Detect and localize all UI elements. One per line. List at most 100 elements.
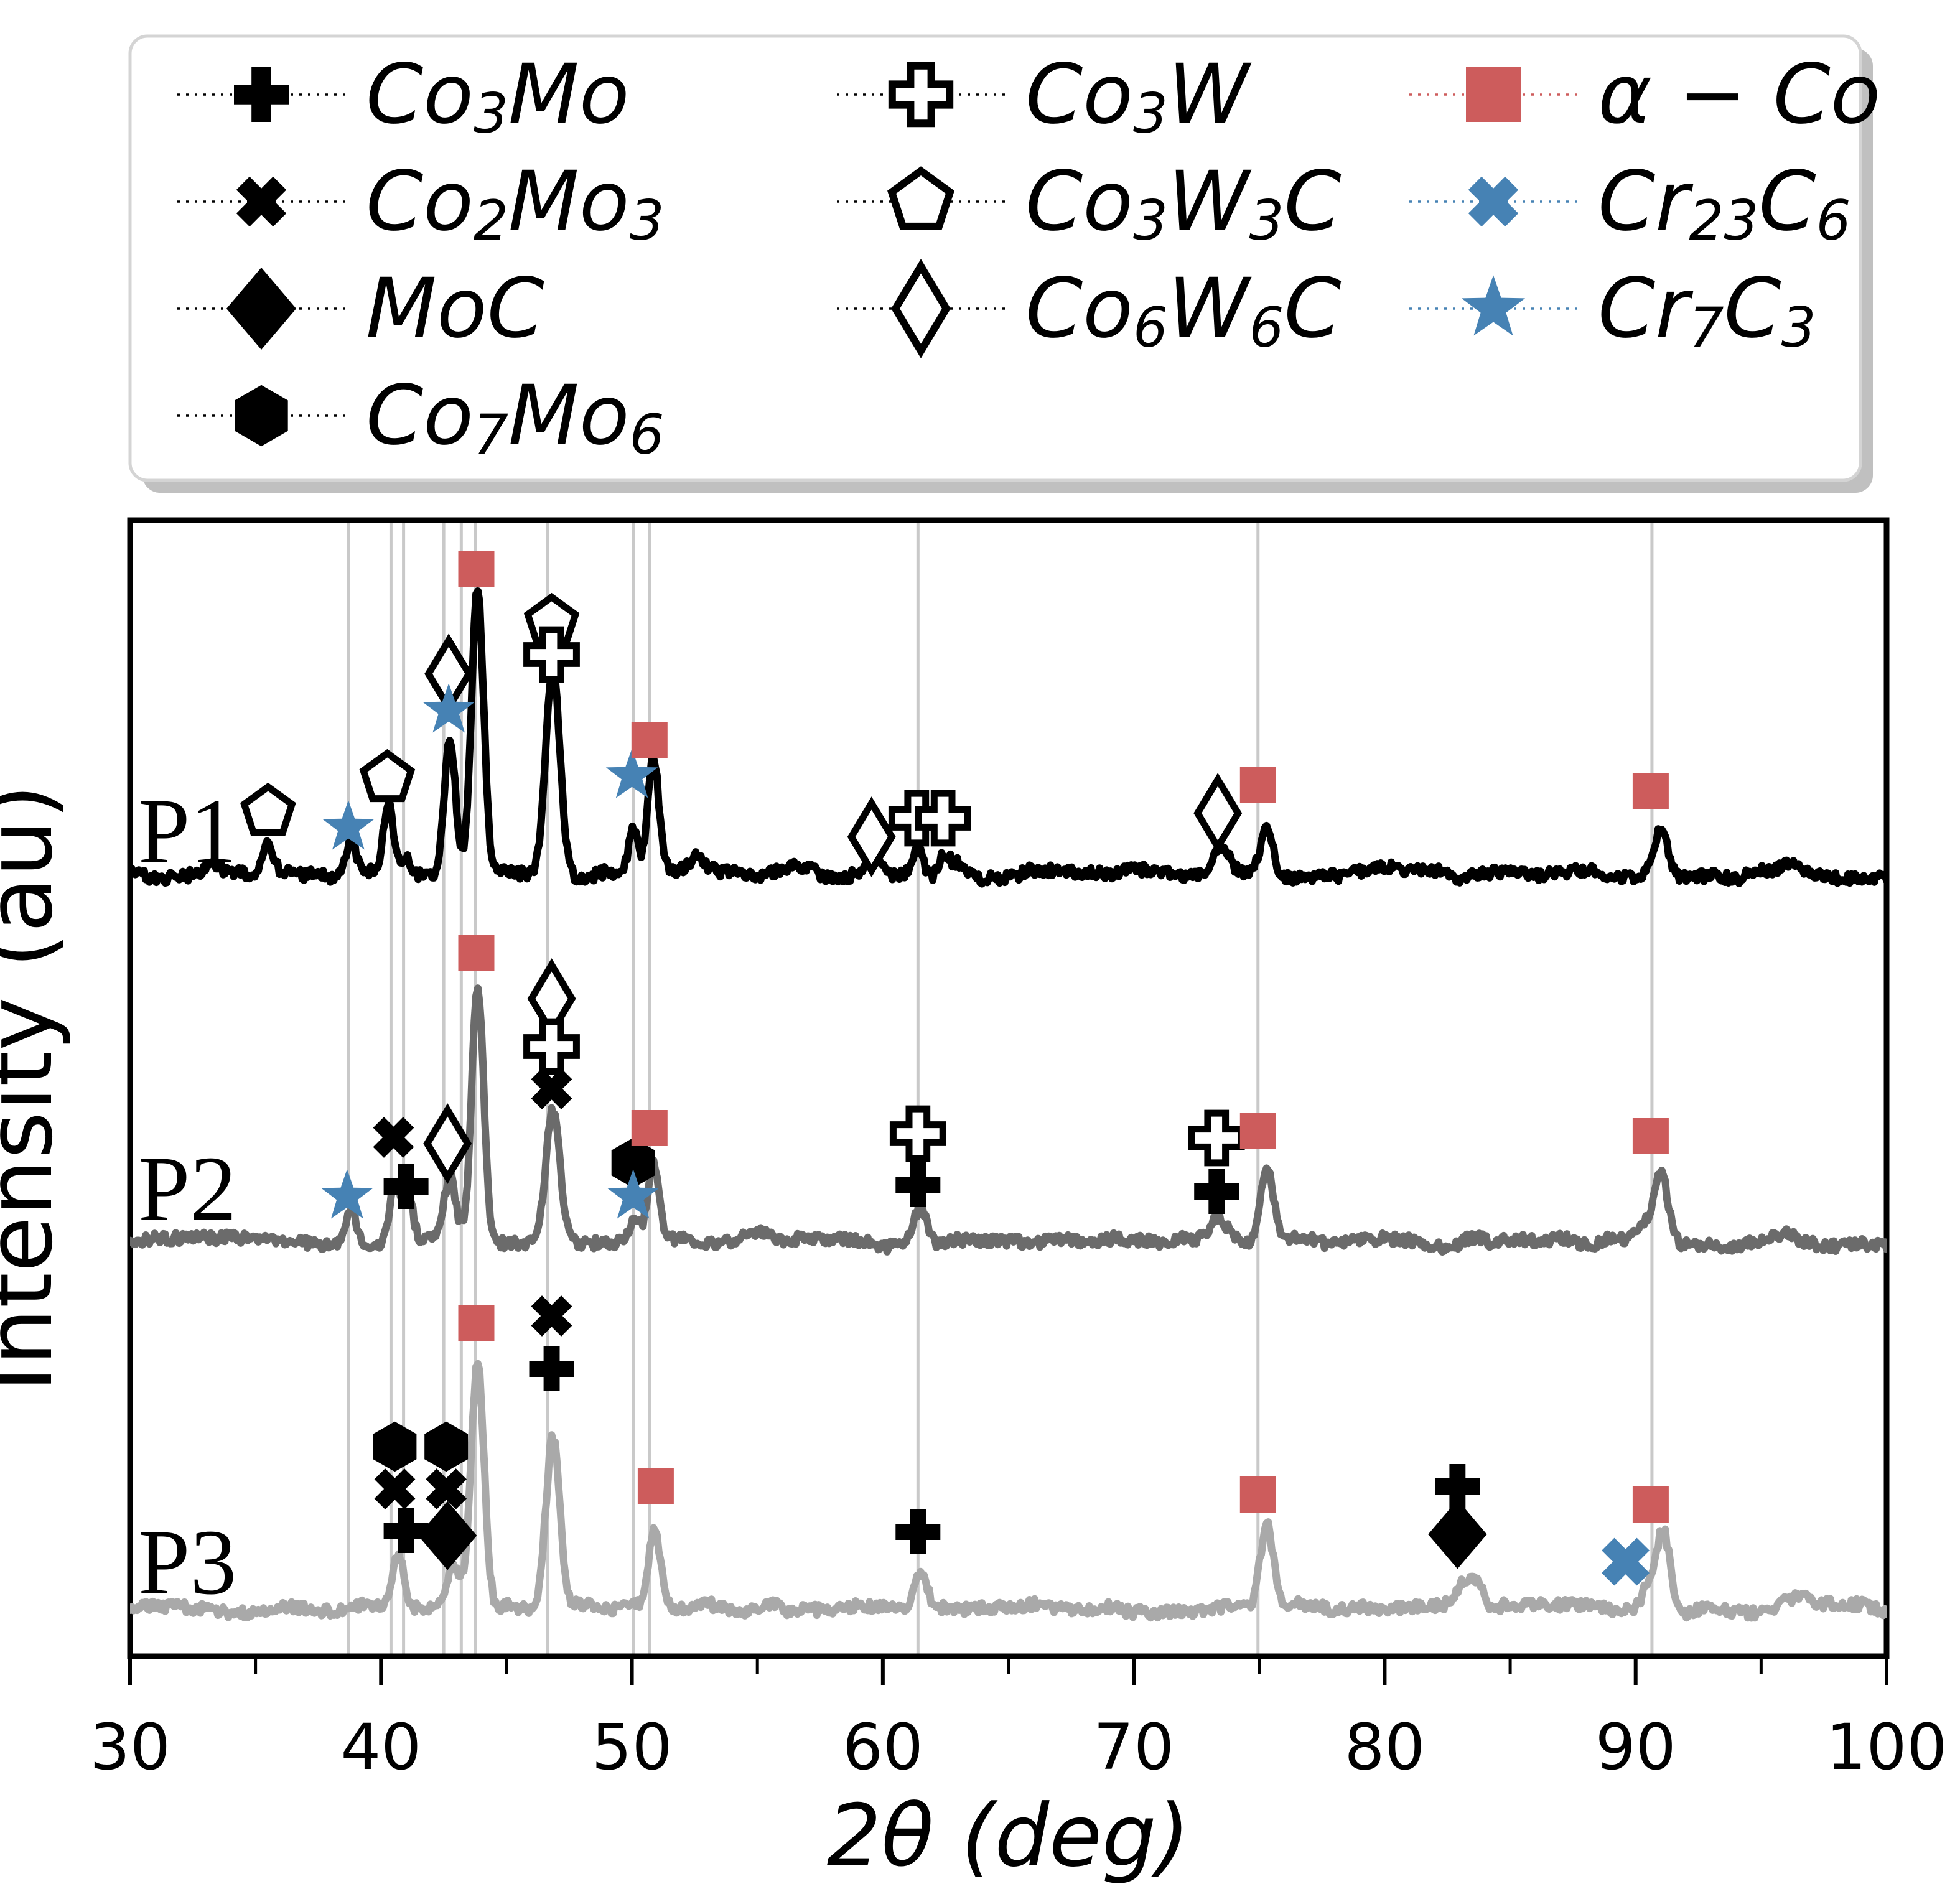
marker-Co2Mo3-icon: [373, 1117, 414, 1158]
series-label-P1: P1: [138, 780, 236, 883]
marker-Co3W3C-icon: [240, 782, 296, 836]
marker-Co3W-icon: [1188, 1109, 1245, 1167]
marker-Cr23C6-icon: [1602, 1537, 1650, 1586]
xrd-trace-P2: [130, 984, 1887, 1256]
marker-Co3W3C-icon: [359, 749, 416, 803]
legend-item-co7mo6: Co7Mo6: [177, 368, 665, 467]
legend-item-co6w6c: Co6W6C: [837, 259, 1342, 360]
x-tick-label: 100: [1826, 1710, 1948, 1784]
markers-P3: [373, 1295, 1669, 1586]
legend-label-co3mo: Co3Mo: [366, 47, 630, 146]
marker-Co6W6C-icon: [1193, 773, 1243, 854]
x-legend-icon: [1468, 176, 1519, 227]
marker-Co2Mo3-icon: [426, 1468, 467, 1509]
marker-Co3Mo-icon: [1194, 1169, 1239, 1214]
markers-P1: [240, 551, 1669, 877]
marker-Co7Mo6-icon: [424, 1421, 469, 1472]
legend-label-cr23c6: Cr23C6: [1598, 154, 1851, 253]
marker-Co7Mo6-icon: [373, 1421, 417, 1472]
marker-Co3W-icon: [889, 1105, 946, 1162]
legend-label-co7mo6: Co7Mo6: [366, 368, 665, 467]
marker-Co3Mo-icon: [383, 1164, 429, 1209]
marker-alpha-Co-icon: [1632, 1118, 1669, 1154]
legend-label-co2mo3: Co2Mo3: [366, 154, 665, 253]
x-tick-label: 70: [1093, 1710, 1174, 1784]
marker-Co3W-icon: [523, 626, 580, 683]
marker-Cr7C3-icon: [321, 1169, 373, 1219]
traces: [130, 587, 1887, 1622]
legend-item-co3w3c: Co3W3C: [837, 154, 1342, 253]
diamond_open-legend-icon: [891, 259, 951, 358]
marker-Co2Mo3-icon: [531, 1068, 572, 1109]
marker-alpha-Co-icon: [1239, 1476, 1276, 1513]
x-tick-label: 40: [340, 1710, 421, 1784]
legend-item-moc: MoC: [177, 261, 544, 357]
plus_open-legend-icon: [888, 62, 954, 128]
legend-label-moc: MoC: [366, 261, 544, 357]
marker-alpha-Co-icon: [1239, 1113, 1276, 1149]
marker-alpha-Co-icon: [458, 551, 495, 587]
marker-alpha-Co-icon: [637, 1468, 674, 1504]
diamond-legend-icon: [226, 268, 297, 350]
series-label-P2: P2: [138, 1137, 236, 1241]
legend-item-cr7c3: Cr7C3: [1409, 261, 1816, 360]
legend-label-cr7c3: Cr7C3: [1598, 261, 1816, 360]
xrd-trace-P3: [130, 1360, 1887, 1622]
marker-alpha-Co-icon: [631, 722, 668, 758]
x-tick-label: 50: [592, 1710, 673, 1784]
marker-Cr7C3-icon: [322, 800, 375, 850]
y-axis-label: Intensity (au): [0, 784, 73, 1393]
series-label-P3: P3: [138, 1511, 236, 1614]
marker-alpha-Co-icon: [631, 1110, 668, 1146]
x-legend-icon: [236, 176, 287, 227]
marker-Co3Mo-icon: [1435, 1464, 1480, 1509]
square-legend-icon: [1466, 67, 1521, 122]
marker-Cr7C3-icon: [607, 1169, 660, 1219]
marker-Co3W-icon: [523, 1018, 580, 1075]
marker-Co3Mo-icon: [529, 1346, 574, 1391]
marker-alpha-Co-icon: [1239, 767, 1276, 803]
legend-label-alpha-co: α − Co: [1598, 47, 1880, 142]
marker-Co6W6C-icon: [847, 796, 896, 877]
hexagon-legend-icon: [235, 385, 288, 447]
plot-area: 30 40 50 60 70 80 90 100 2θ (deg) Intensity (au): [0, 517, 1948, 1886]
marker-Co2Mo3-icon: [531, 1295, 572, 1337]
plus-legend-icon: [234, 67, 289, 122]
legend-label-co3w3c: Co3W3C: [1025, 154, 1342, 253]
x-tick-label: 30: [90, 1710, 170, 1784]
legend-item-alpha-co: α − Co: [1409, 47, 1880, 142]
marker-Co3Mo-icon: [895, 1162, 941, 1207]
legend-item-cr23c6: Cr23C6: [1409, 154, 1851, 253]
pentagon-legend-icon: [887, 166, 954, 230]
marker-Co2Mo3-icon: [374, 1468, 416, 1509]
marker-Co3W-icon: [915, 790, 971, 847]
marker-MoC-icon: [1428, 1500, 1487, 1569]
marker-Co3Mo-icon: [383, 1508, 429, 1553]
marker-Co6W6C-icon: [423, 1103, 472, 1184]
marker-MoC-icon: [418, 1501, 477, 1570]
star-legend-icon: [1461, 275, 1526, 336]
marker-alpha-Co-icon: [1632, 1486, 1669, 1523]
marker-Co7Mo6-icon: [611, 1137, 655, 1188]
marker-alpha-Co-icon: [458, 1305, 495, 1341]
marker-Cr7C3-icon: [605, 749, 658, 798]
legend-item-co2mo3: Co2Mo3: [177, 154, 665, 253]
xrd-trace-P1: [130, 587, 1887, 888]
x-tick-label: 80: [1345, 1710, 1426, 1784]
legend-box: [128, 34, 1862, 482]
x-tick-label: 60: [842, 1710, 923, 1784]
marker-Co3Mo-icon: [895, 1509, 941, 1554]
x-axis-label: 2θ (deg): [827, 1786, 1190, 1886]
legend-item-co3w: Co3W: [837, 47, 1252, 146]
x-tick-label: 90: [1595, 1710, 1676, 1784]
legend-label-co6w6c: Co6W6C: [1025, 261, 1342, 360]
marker-Cr7C3-icon: [422, 683, 475, 733]
marker-alpha-Co-icon: [1632, 773, 1669, 809]
legend-label-co3w: Co3W: [1025, 47, 1252, 146]
legend-item-co3mo: Co3Mo: [177, 47, 630, 146]
markers-P2: [321, 935, 1669, 1219]
marker-alpha-Co-icon: [458, 935, 495, 971]
